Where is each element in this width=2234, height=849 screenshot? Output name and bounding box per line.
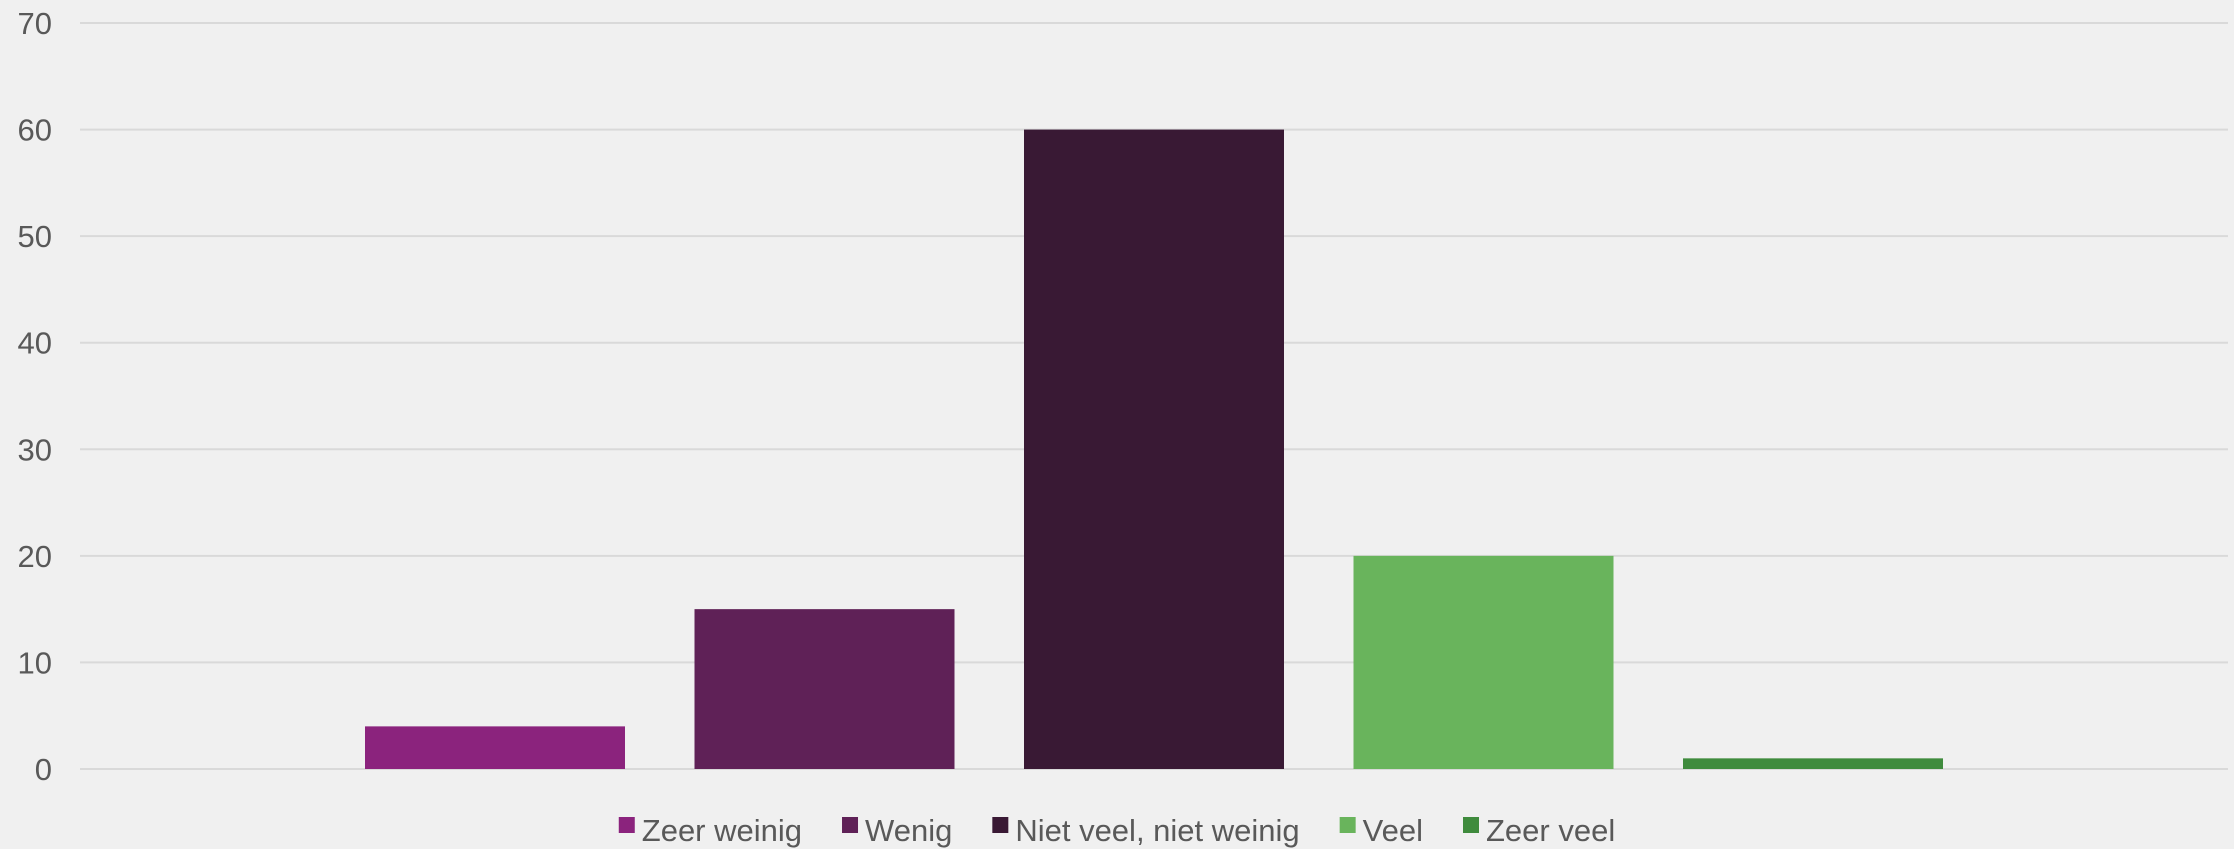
y-tick-label: 70 [18,6,52,41]
y-tick-label: 40 [18,326,52,361]
bar-3 [1024,129,1284,770]
legend-item: Niet veel, niet weinig [992,813,1300,848]
legend-label: Niet veel, niet weinig [1015,813,1299,848]
bars [365,129,1943,770]
y-tick-label: 30 [18,432,52,467]
legend-label: Zeer weinig [642,813,802,848]
legend-swatch [1339,817,1356,833]
bar-5 [1683,758,1943,769]
legend-label: Veel [1363,813,1423,848]
y-tick-label: 0 [35,752,52,787]
legend-item: Zeer weinig [618,813,802,848]
bar-2 [694,609,955,769]
bar-1 [365,726,625,769]
legend-swatch [1463,817,1479,833]
y-tick-label: 50 [18,219,52,254]
y-tick-label: 20 [18,539,52,574]
legend-item: Zeer veel [1463,813,1615,848]
y-axis: 0 10 20 30 40 50 60 70 [18,6,52,787]
legend: Zeer weinig Wenig Niet veel, niet weinig Ve… [618,813,1615,848]
legend-label: Zeer veel [1486,813,1615,848]
legend-swatch [842,817,859,833]
legend-swatch [618,817,635,833]
y-tick-label: 60 [18,113,52,148]
bar-4 [1353,555,1614,769]
legend-item: Veel [1339,813,1423,848]
legend-label: Wenig [865,813,952,848]
legend-item: Wenig [842,813,952,848]
y-tick-label: 10 [18,645,52,680]
legend-swatch [992,817,1009,833]
